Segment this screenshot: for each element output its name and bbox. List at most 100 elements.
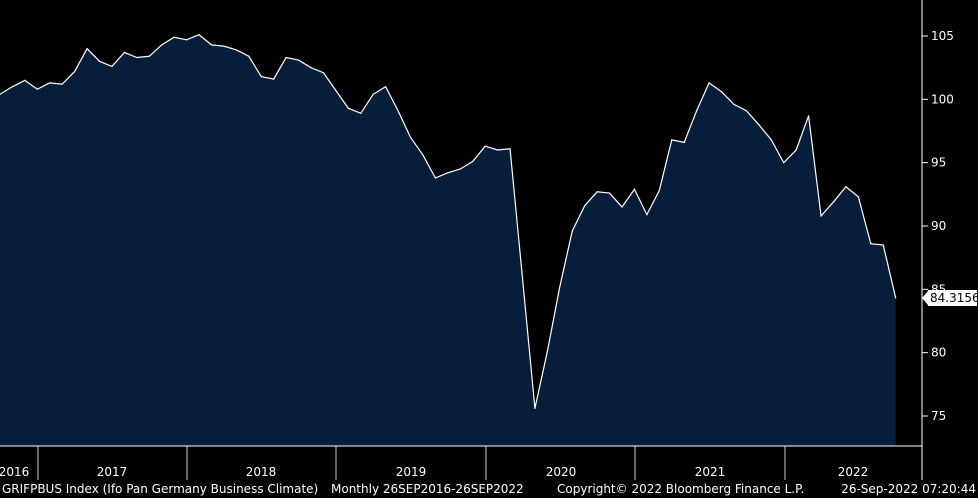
data-point: [434, 177, 436, 179]
data-point: [621, 206, 623, 208]
data-point: [322, 72, 325, 74]
data-point: [696, 110, 698, 112]
data-point: [148, 55, 150, 57]
data-point: [646, 214, 648, 216]
x-year-label: 2021: [695, 465, 726, 479]
data-point: [248, 55, 250, 57]
data-point: [845, 186, 847, 188]
data-point: [24, 79, 26, 81]
y-tick-label: 80: [931, 346, 946, 360]
data-point: [310, 67, 312, 69]
y-tick-label: 75: [931, 409, 946, 423]
data-point: [111, 65, 113, 67]
x-year-label: 2022: [838, 465, 869, 479]
x-ticks: 2016 2017 2018 2019 2020 2021 2022: [0, 446, 868, 480]
y-tick-label: 95: [931, 156, 946, 170]
data-point: [360, 112, 362, 114]
x-year-label: 2016: [0, 465, 29, 479]
data-point: [372, 93, 374, 95]
data-point: [98, 60, 101, 62]
data-point: [559, 286, 561, 288]
data-point: [546, 350, 548, 352]
data-point: [223, 45, 225, 47]
x-year-label: 2020: [546, 465, 577, 479]
last-value-marker: 84.3156: [922, 290, 978, 307]
data-point: [509, 148, 511, 150]
data-point: [770, 139, 772, 141]
data-point: [335, 89, 337, 92]
data-point: [683, 141, 685, 143]
data-point: [521, 277, 524, 279]
y-tick-label: 105: [931, 29, 954, 43]
data-point: [571, 230, 573, 232]
data-point: [808, 115, 810, 117]
data-point: [832, 201, 835, 203]
data-point: [49, 82, 51, 84]
data-point: [198, 34, 200, 36]
data-point: [758, 124, 760, 126]
data-point: [173, 36, 175, 38]
data-point: [820, 215, 822, 217]
data-point: [484, 145, 486, 147]
data-point: [61, 83, 63, 85]
data-point: [447, 172, 449, 174]
data-point: [123, 51, 125, 54]
data-point: [210, 44, 213, 46]
data-point: [733, 103, 735, 105]
data-point: [422, 154, 424, 156]
footer-title: GRIFPBUS Index (Ifo Pan Germany Business…: [2, 482, 319, 496]
data-point: [534, 407, 536, 409]
data-point: [870, 243, 872, 245]
data-point: [86, 48, 88, 50]
data-point: [260, 75, 262, 78]
area-layer: [0, 34, 896, 446]
footer-copyright: Copyright© 2022 Bloomberg Finance L.P.: [557, 482, 805, 496]
data-point: [273, 78, 275, 80]
data-point: [285, 56, 287, 59]
data-point: [36, 88, 38, 90]
data-point: [857, 196, 859, 198]
x-year-label: 2019: [396, 465, 427, 479]
data-point: [347, 107, 349, 109]
data-point: [596, 191, 598, 193]
last-value-pointer: [922, 291, 928, 306]
data-point: [74, 70, 76, 73]
y-tick-label: 90: [931, 219, 946, 233]
footer-timestamp: 26-Sep-2022 07:20:44: [841, 482, 976, 496]
data-point: [671, 139, 673, 141]
data-point: [497, 149, 499, 151]
last-value-box: [928, 290, 977, 307]
footer-bar: GRIFPBUS Index (Ifo Pan Germany Business…: [0, 480, 978, 498]
data-point: [783, 162, 785, 164]
data-point: [11, 86, 14, 88]
data-point: [409, 136, 412, 138]
data-point: [658, 189, 660, 192]
last-value-label: 84.3156: [930, 291, 978, 305]
footer-range: Monthly 26SEP2016-26SEP2022: [331, 482, 524, 496]
data-point: [720, 91, 723, 93]
data-point: [708, 82, 710, 84]
data-point: [895, 297, 897, 299]
data-point: [161, 44, 163, 46]
data-point: [385, 86, 387, 88]
data-point: [795, 149, 797, 151]
data-point: [186, 39, 188, 41]
data-point: [882, 244, 884, 246]
y-tick-label: 100: [931, 92, 954, 106]
data-point: [584, 205, 586, 207]
data-point: [608, 192, 611, 194]
series-area: [0, 34, 896, 446]
data-point: [397, 110, 399, 112]
data-point: [472, 160, 474, 162]
data-point: [633, 188, 636, 190]
data-point: [136, 56, 138, 59]
data-point: [459, 168, 461, 170]
data-point: [297, 59, 300, 61]
data-point: [235, 49, 237, 51]
x-year-label: 2018: [246, 465, 277, 479]
data-point: [0, 93, 1, 95]
line-layer: [0, 34, 897, 409]
data-point: [745, 110, 748, 112]
x-year-label: 2017: [97, 465, 128, 479]
